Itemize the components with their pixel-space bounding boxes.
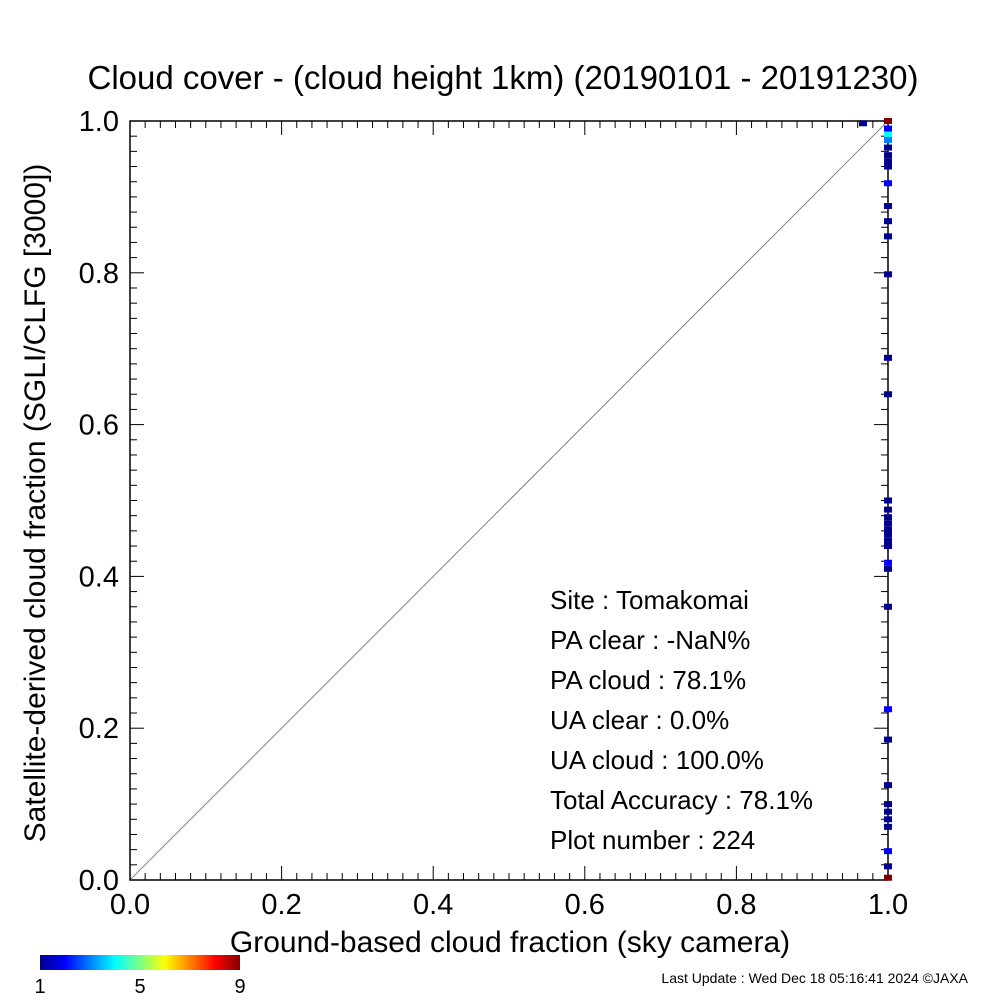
- x-tick-label: 1.0: [868, 889, 908, 921]
- x-tick-label: 0.4: [413, 889, 453, 921]
- data-point: [884, 531, 892, 538]
- data-point: [884, 874, 892, 881]
- data-point: [884, 233, 892, 240]
- x-tick-label: 0.6: [565, 889, 605, 921]
- data-point: [884, 526, 892, 533]
- x-axis-label: Ground-based cloud fraction (sky camera): [230, 926, 790, 959]
- chart-title: Cloud cover - (cloud height 1km) (201901…: [88, 59, 919, 96]
- data-point: [884, 736, 892, 743]
- data-point: [884, 808, 892, 815]
- data-point: [884, 537, 892, 544]
- y-tick-label: 1.0: [79, 106, 119, 138]
- data-point: [884, 823, 892, 830]
- data-point: [884, 863, 892, 870]
- stat-line: PA cloud : 78.1%: [550, 665, 746, 695]
- footer-last-update: Last Update : Wed Dec 18 05:16:41 2024 ©…: [661, 970, 968, 986]
- data-point: [884, 559, 892, 566]
- plot-area: 0.0 0.2 0.4 0.6 0.8 1.0 0.0 0.2 0.4 0.6 0.8 1.0: [79, 106, 908, 921]
- y-tick-label: 0.6: [79, 410, 119, 442]
- stat-line: PA clear : -NaN%: [550, 625, 750, 655]
- data-point: [884, 782, 892, 789]
- data-point: [884, 603, 892, 610]
- data-point: [884, 354, 892, 361]
- x-tick-label: 0.2: [261, 889, 301, 921]
- stat-line: UA clear : 0.0%: [550, 705, 729, 735]
- data-point: [884, 706, 892, 713]
- y-tick-label: 0.0: [79, 865, 119, 897]
- data-point: [884, 565, 892, 572]
- data-point: [884, 125, 892, 132]
- data-point: [884, 271, 892, 278]
- data-point: [884, 203, 892, 210]
- data-points: [858, 118, 892, 881]
- reference-line-1to1: [129, 120, 889, 881]
- data-point: [884, 801, 892, 808]
- data-point: [884, 514, 892, 521]
- x-tick-label: 0.0: [110, 889, 150, 921]
- data-point: [884, 543, 892, 550]
- data-point: [884, 163, 892, 170]
- y-axis-label: Satellite-derived cloud fraction (SGLI/C…: [19, 164, 52, 843]
- data-point: [884, 118, 892, 124]
- data-point: [884, 136, 892, 143]
- y-tick-label: 0.4: [79, 561, 119, 593]
- data-point: [884, 144, 892, 151]
- colorbar-tick-label: 1: [34, 976, 45, 998]
- colorbar-gradient: [40, 955, 240, 970]
- data-point: [884, 180, 892, 187]
- data-point: [858, 120, 867, 127]
- data-point: [884, 816, 892, 823]
- stat-line: Plot number : 224: [550, 825, 755, 855]
- colorbar-tick-label: 9: [234, 976, 245, 998]
- data-point: [884, 520, 892, 527]
- stat-line: Site : Tomakomai: [550, 585, 749, 615]
- colorbar: 1 5 9: [34, 955, 246, 998]
- data-point: [884, 218, 892, 225]
- data-point: [884, 497, 892, 504]
- y-tick-label: 0.2: [79, 713, 119, 745]
- data-point: [884, 391, 892, 398]
- colorbar-tick-label: 5: [134, 976, 145, 998]
- data-point: [884, 158, 892, 165]
- stats-box: Site : Tomakomai PA clear : -NaN% PA cloud…: [550, 585, 813, 855]
- data-point: [884, 506, 892, 513]
- y-tick-label: 0.8: [79, 258, 119, 290]
- data-point: [884, 152, 892, 159]
- x-tick-label: 0.8: [716, 889, 756, 921]
- data-point: [884, 848, 892, 855]
- data-point: [884, 131, 892, 138]
- stat-line: UA cloud : 100.0%: [550, 745, 764, 775]
- stat-line: Total Accuracy : 78.1%: [550, 785, 813, 815]
